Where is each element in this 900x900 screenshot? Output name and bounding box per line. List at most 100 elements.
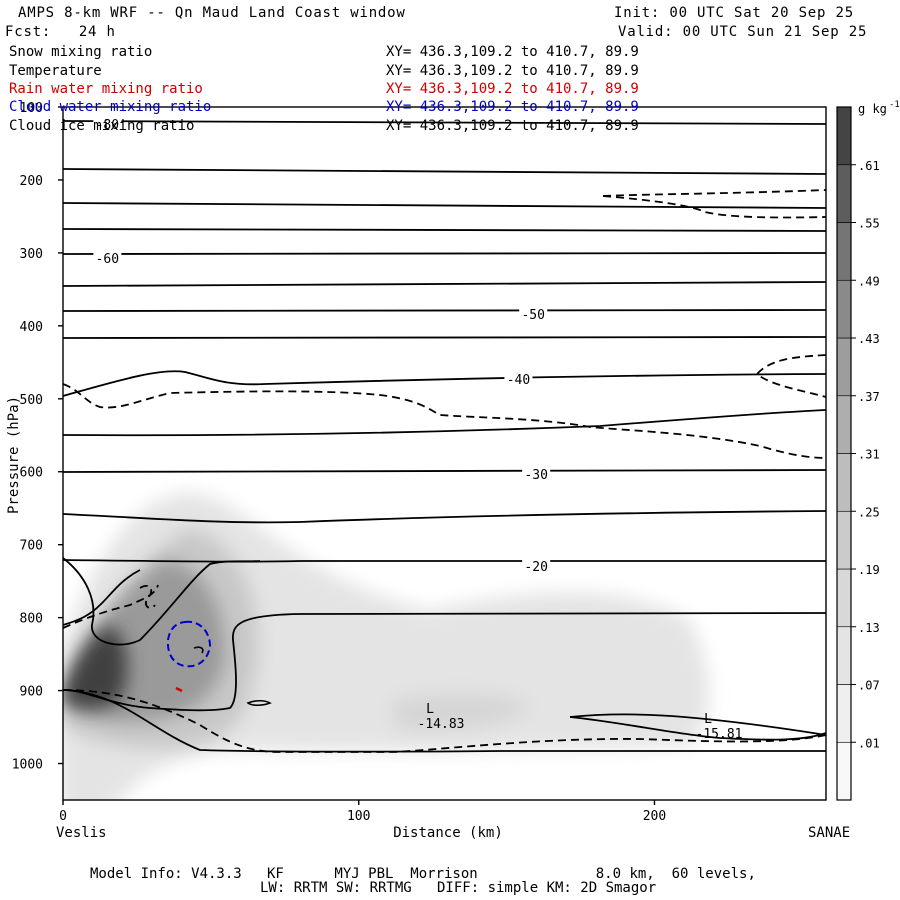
low-marker: L — [704, 712, 712, 727]
contour-label-bg — [522, 466, 551, 480]
colorbar-units-exponent: -1 — [889, 100, 900, 110]
temperature-contour-label: -50 — [521, 308, 544, 323]
isotherm-35 — [62, 409, 827, 437]
colorbar-segment — [836, 453, 852, 512]
colorbar-label: .07 — [858, 679, 880, 693]
x-tick-label-200: 200 — [643, 809, 666, 824]
colorbar-segment — [836, 684, 852, 743]
contour-label-bg — [93, 116, 122, 130]
y-tick-label-900: 900 — [20, 685, 43, 700]
y-tick-label-500: 500 — [20, 393, 43, 408]
isotherm-60 — [62, 252, 827, 255]
cloud-water-contour — [166, 620, 212, 668]
valid-time: Valid: 00 UTC Sun 21 Sep 25 — [618, 24, 868, 40]
colorbar-label: .43 — [858, 332, 880, 346]
x-axis-label: Distance (km) — [393, 825, 503, 841]
temperature-contour-label: -40 — [507, 373, 530, 388]
x-tick-label-100: 100 — [347, 809, 370, 824]
colorbar-label: .01 — [858, 736, 880, 750]
y-axis-label: Pressure (hPa) — [6, 396, 22, 514]
ice-contour-top-a — [602, 189, 827, 197]
isotherm-20-bulge — [62, 557, 261, 646]
low-value: -15.81 — [696, 727, 743, 742]
model-info-line1: Model Info: V4.3.3 KF MYJ PBL Morrison 8… — [90, 866, 756, 882]
temperature-contour-label: -60 — [96, 252, 119, 267]
snow-contour-small — [139, 585, 156, 609]
colorbar-segment — [836, 279, 852, 339]
isotherm-16-right-a — [569, 713, 827, 736]
legend-cloud-water-label: Cloud water mixing ratio — [9, 99, 212, 115]
legend-temperature-xy: XY= 436.3,109.2 to 410.7, 89.9 — [386, 63, 639, 79]
y-tick-label-1000: 1000 — [12, 758, 43, 773]
colorbar-segment — [836, 395, 852, 454]
isotherm-50 — [62, 309, 827, 312]
x-tick-label-0: 0 — [59, 809, 67, 824]
legend-snow-label: Snow mixing ratio — [9, 44, 153, 60]
colorbar-segment — [836, 626, 852, 685]
isotherm-80 — [62, 119, 827, 125]
y-tick-label-700: 700 — [20, 539, 43, 554]
isotherm-18-left — [62, 569, 141, 626]
contour-label-bg — [504, 371, 533, 385]
contour-label-bg — [522, 558, 551, 572]
isotherm-55 — [62, 281, 827, 287]
init-time: Init: 00 UTC Sat 20 Sep 25 — [614, 5, 854, 21]
y-tick-label-300: 300 — [20, 247, 43, 262]
legend-cloud-water-xy: XY= 436.3,109.2 to 410.7, 89.9 — [386, 99, 639, 115]
y-tick-label-100: 100 — [20, 101, 43, 116]
legend-rain-xy: XY= 436.3,109.2 to 410.7, 89.9 — [386, 81, 639, 97]
colorbar-label: .37 — [858, 390, 880, 404]
legend-cloud-ice-label: Cloud ice mixing ratio — [9, 118, 195, 134]
legend-rain-label: Rain water mixing ratio — [9, 81, 203, 97]
isotherm-30 — [62, 469, 827, 473]
snow-contour-left — [62, 584, 159, 629]
ice-contour-top-b — [602, 195, 827, 219]
colorbar-label: .49 — [858, 274, 880, 288]
colorbar-segment — [836, 568, 852, 628]
contour-label-bg — [519, 306, 548, 320]
colorbar-segment — [836, 164, 852, 223]
isotherm-small-loop — [246, 699, 272, 707]
isotherm-65 — [62, 228, 827, 232]
low-marker: L — [426, 702, 434, 717]
colorbar-units: g kg — [858, 102, 887, 116]
y-tick-label-600: 600 — [20, 466, 43, 481]
legend-cloud-ice-xy: XY= 436.3,109.2 to 410.7, 89.9 — [386, 118, 639, 134]
colorbar-segment — [836, 510, 852, 570]
colorbar-label: .55 — [858, 217, 880, 231]
temperature-contour-label: -30 — [524, 468, 547, 483]
ice-contour-right-loop — [755, 354, 827, 398]
x-endpoint-left: Veslis — [56, 825, 107, 841]
colorbar-segment — [836, 337, 852, 397]
snow-contour-lower — [62, 689, 827, 753]
temperature-contour-label: -20 — [524, 560, 547, 575]
chart-title: AMPS 8-km WRF -- Qn Maud Land Coast wind… — [18, 5, 406, 21]
snow-region-core — [63, 625, 128, 709]
colorbar-segment — [836, 222, 852, 281]
plot-frame — [62, 106, 827, 801]
ice-contour-mid — [62, 383, 827, 459]
contour-label-bg — [93, 250, 122, 264]
temperature-contour-label: -80 — [96, 118, 119, 133]
y-tick-label-200: 200 — [20, 174, 43, 189]
rain-water-contour — [175, 686, 183, 693]
isotherm-75 — [62, 168, 827, 175]
colorbar-label: .19 — [858, 563, 880, 577]
colorbar-segment — [836, 106, 852, 166]
x-endpoint-right: SANAE — [808, 825, 850, 841]
low-value: -14.83 — [418, 717, 465, 732]
isotherm-20 — [62, 559, 826, 563]
colorbar-label: .31 — [858, 448, 880, 462]
small-contour-tick — [193, 646, 204, 654]
snow-region-low — [391, 693, 530, 732]
y-tick-label-800: 800 — [20, 612, 43, 627]
isotherm-25 — [62, 510, 827, 524]
colorbar-label: .61 — [858, 159, 880, 173]
colorbar-frame — [836, 106, 852, 801]
legend-temperature-label: Temperature — [9, 63, 102, 79]
isotherm-45 — [62, 336, 827, 339]
isotherm-15 — [62, 612, 827, 712]
colorbar-segment — [836, 741, 852, 801]
snow-shading — [63, 493, 709, 800]
